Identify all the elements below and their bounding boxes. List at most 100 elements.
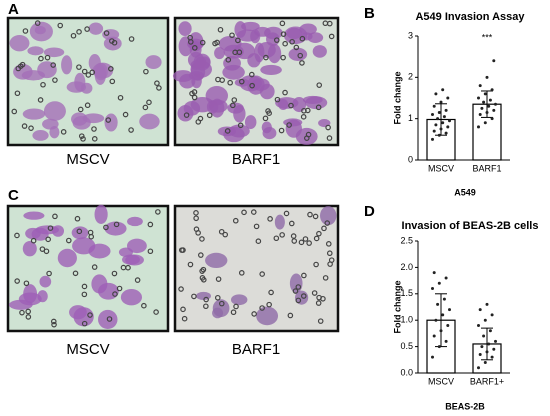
pore [198,252,204,258]
pore [191,94,198,101]
pore [57,22,64,29]
pore [189,90,195,97]
pore [50,62,56,68]
cell [217,126,237,137]
pore [23,280,30,287]
data-point [441,88,445,92]
data-point [488,329,492,333]
cell [120,289,143,306]
y-tick-label: 1 [408,113,413,123]
pore [178,286,184,292]
pore [282,89,288,96]
x-axis-label: BEAS-2B [445,401,485,411]
data-point [431,287,434,291]
pore [128,127,134,133]
cell [259,83,275,100]
pore [316,230,322,237]
data-point [480,106,484,110]
pore [320,295,326,302]
data-point [477,366,480,370]
pore [155,209,161,215]
pore [249,82,255,89]
cell [266,32,280,47]
image-label: BARF1 [232,341,280,358]
pore [203,296,209,303]
pore [103,224,109,231]
pore [274,96,281,103]
data-point [490,313,494,317]
data-point [483,121,487,125]
cell [234,42,256,60]
data-point [439,100,443,104]
data-point [444,108,448,112]
y-tick-label: 1.0 [400,315,413,325]
cell [289,273,303,294]
y-tick-label: 0.5 [400,341,413,351]
pore [298,239,305,246]
pore [39,246,46,252]
cell [274,214,285,230]
data-point [482,100,486,104]
y-axis-label: Fold change [392,71,402,124]
data-point [446,96,450,100]
pore [76,64,82,70]
data-point [432,271,436,275]
data-point [437,133,441,137]
significance: *** [482,32,493,42]
pore [218,300,225,307]
pore [251,311,257,317]
pore [180,247,186,253]
cell [312,45,327,58]
pore [273,235,280,242]
pore [146,99,152,106]
x-tick-label: BARF1+ [470,376,504,386]
pore [50,318,57,325]
y-tick-label: 2 [408,72,413,82]
pore [74,215,81,222]
pore [230,309,237,316]
pore [147,248,154,255]
pore [103,30,110,36]
pore [287,312,294,319]
pore [81,283,88,290]
pore [214,294,221,301]
pore [241,209,247,216]
data-point [444,131,448,135]
image-label: MSCV [66,341,109,358]
pore [283,210,290,217]
cell [145,55,162,70]
data-point [478,353,482,357]
data-point [492,347,496,351]
data-point [483,360,487,364]
pore [15,65,22,72]
pore [315,300,322,306]
pore [109,78,116,85]
data-point [478,84,482,88]
y-axis-label: Fold change [392,280,402,333]
y-tick-label: 2.5 [400,235,413,245]
pore [46,270,52,277]
y-tick-label: 3 [408,30,413,40]
pore [325,241,332,247]
cell [23,211,45,220]
pore [43,248,50,255]
pore [11,108,18,115]
data-point [437,345,441,349]
pore [66,237,72,244]
pore [147,221,154,228]
pore [295,284,302,290]
pore [25,308,31,315]
pore [263,54,269,61]
cell [302,95,323,104]
cell [39,275,52,288]
pore [111,39,118,46]
cell [61,55,73,75]
chart-title: Invasion of BEAS-2B cells [402,220,539,232]
data-point [432,334,436,338]
data-point [432,129,436,133]
pore [19,309,25,316]
pore [116,285,123,292]
data-point [434,123,438,127]
x-tick-label: BARF1 [472,163,501,173]
pore [84,26,90,32]
